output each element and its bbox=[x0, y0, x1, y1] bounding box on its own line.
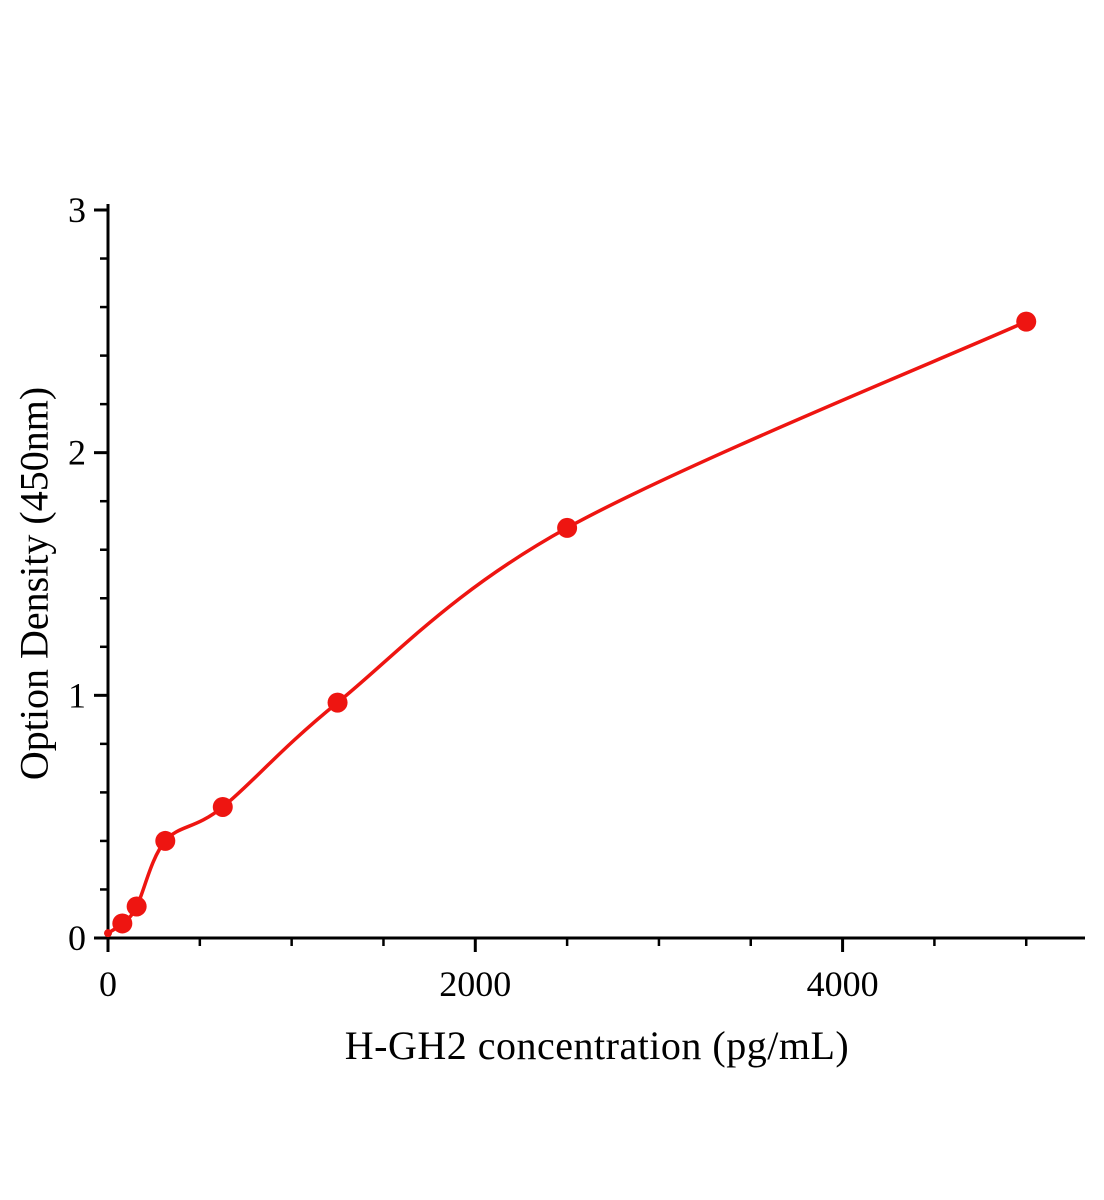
x-tick-label: 4000 bbox=[807, 964, 879, 1004]
x-tick-label: 2000 bbox=[439, 964, 511, 1004]
x-tick-label: 0 bbox=[99, 964, 117, 1004]
data-point bbox=[104, 929, 112, 938]
data-point bbox=[327, 692, 348, 713]
y-tick-label: 1 bbox=[68, 675, 86, 715]
data-point bbox=[1016, 311, 1037, 332]
y-tick-label: 2 bbox=[68, 433, 86, 473]
data-point bbox=[557, 517, 578, 538]
data-point bbox=[112, 913, 133, 934]
x-axis-title: H-GH2 concentration (pg/mL) bbox=[344, 1023, 850, 1068]
y-tick-label: 0 bbox=[68, 918, 86, 958]
data-point bbox=[212, 796, 233, 817]
data-point bbox=[155, 830, 176, 851]
y-axis-title: Option Density (450nm) bbox=[11, 386, 57, 781]
data-point bbox=[126, 896, 147, 917]
fit-curve bbox=[107, 320, 1027, 935]
y-tick-label: 3 bbox=[68, 190, 86, 230]
